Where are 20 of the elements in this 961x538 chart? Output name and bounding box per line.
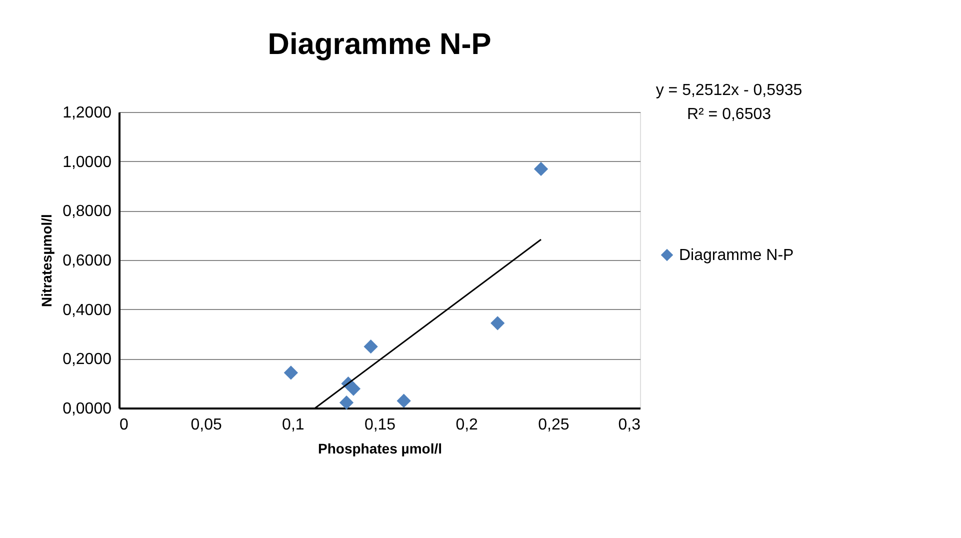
x-tick-label: 0,2 [456,416,478,434]
text: R² = 0,6503 [686,106,772,123]
x-axis-title: Phosphates µmol/l [318,440,442,456]
y-tick-label: 0,6000 [62,252,112,270]
x-tick-label: 0 [120,416,128,434]
x-tick-label: 0,1 [282,416,304,434]
y-tick-label: 0,0000 [62,400,112,418]
x-tick-label: 0,15 [364,416,396,434]
text: y = 5,2512x - 0,5935 [656,82,802,99]
x-tick-label: 0,25 [538,416,570,434]
legend-label: Diagramme N-P [679,247,794,264]
y-tick-label: 0,8000 [62,203,112,220]
y-tick-label: 1,2000 [62,104,112,122]
x-tick-label: 0,05 [190,416,222,434]
x-tick-label: 0,3 [618,416,641,434]
y-tick-label: 0,4000 [62,302,112,319]
chart-title: Diagramme N-P [268,28,492,61]
y-tick-label: 1,0000 [62,154,112,171]
y-tick-label: 0,2000 [62,351,112,368]
y-axis-title: Nitratesµmol/l [38,214,55,307]
